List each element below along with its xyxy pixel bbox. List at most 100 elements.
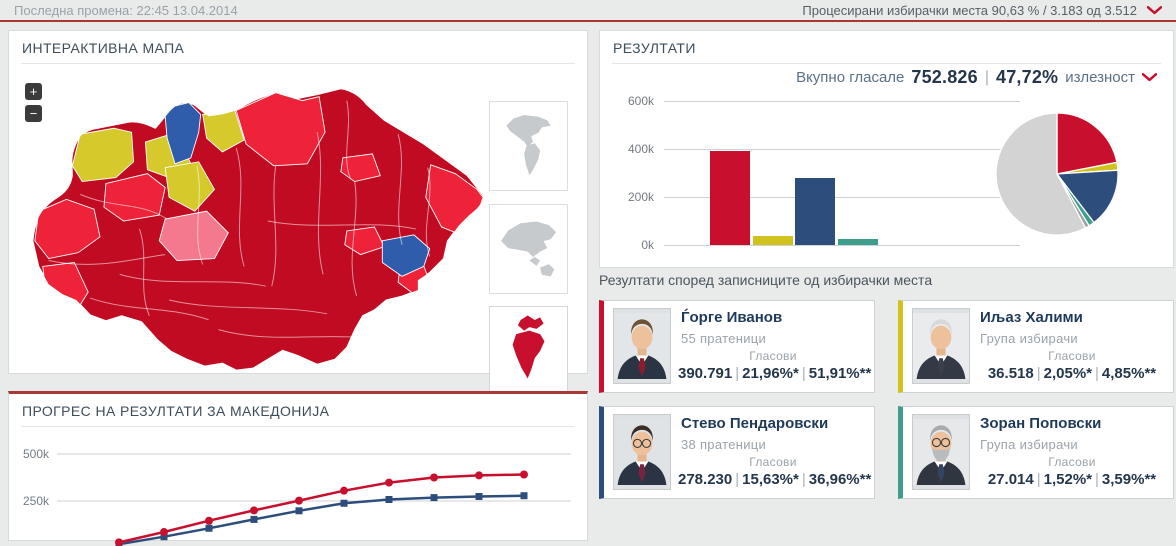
pie-slice-5[interactable] <box>995 112 1087 236</box>
votes-line: 390.791 | 21,96%* | 51,91%** <box>678 365 872 382</box>
processed-stations-text: Процесирани избирачки места 90,63 % / 3.… <box>802 2 1137 18</box>
topbar: Последна промена: 22:45 13.04.2014 Проце… <box>0 0 1176 22</box>
candidate-card-popovski[interactable]: Зоран Поповски Група избирачи Гласови 27… <box>898 406 1174 499</box>
votes-label: Гласови <box>1048 349 1096 363</box>
gridline <box>664 197 1020 198</box>
map-regions-bright-red[interactable] <box>34 92 483 309</box>
map-regions-blue[interactable] <box>164 102 431 277</box>
pie-slice-2[interactable] <box>1055 169 1119 224</box>
map-zoom-controls: + − <box>25 83 42 127</box>
data-point[interactable] <box>250 515 258 523</box>
votes-line: 36.518 | 2,05%* | 4,85%** <box>987 365 1157 382</box>
data-point[interactable] <box>295 507 303 515</box>
pie-slice-0[interactable] <box>1056 112 1118 175</box>
zoom-in-button[interactable]: + <box>25 83 42 100</box>
map-regions-yellow[interactable] <box>71 107 245 212</box>
turnout-pie-chart[interactable] <box>992 109 1122 239</box>
data-point[interactable] <box>475 492 483 500</box>
gridline <box>664 149 1020 150</box>
data-point[interactable] <box>160 528 168 537</box>
divider <box>612 63 1161 64</box>
gridline <box>664 101 1020 102</box>
thumbnail-americas[interactable] <box>489 101 568 191</box>
candidate-name: Зоран Поповски <box>980 415 1102 432</box>
results-panel: РЕЗУЛТАТИ Вкупно гласале 752.826 | 47,72… <box>599 30 1174 268</box>
data-point[interactable] <box>205 524 213 532</box>
asia-australia-icon <box>500 221 556 277</box>
candidate-group: Група избирачи <box>980 437 1078 452</box>
map-area: + − <box>9 61 587 396</box>
turnout-value: 47,72% <box>996 67 1059 87</box>
map-region-pink[interactable] <box>158 210 229 261</box>
candidate-card-halimi[interactable]: Иљаз Халими Група избирачи Гласови 36.51… <box>898 300 1174 393</box>
votes-label: Гласови <box>1048 455 1096 469</box>
data-point[interactable] <box>205 516 213 525</box>
y-tick-label: 200k <box>627 190 654 204</box>
results-panel-title: РЕЗУЛТАТИ <box>613 40 696 56</box>
total-votes-line: Вкупно гласале 752.826 | 47,72% излезнос… <box>796 67 1157 88</box>
separator: | <box>984 68 990 86</box>
y-tick-label: 400k <box>627 142 654 156</box>
total-votes-label: Вкупно гласале <box>796 69 905 86</box>
subsection-title: Резултати според записниците од избирачк… <box>599 272 933 288</box>
bar-2[interactable] <box>795 178 835 245</box>
total-votes-value: 752.826 <box>911 67 978 87</box>
macedonia-map[interactable] <box>19 71 487 377</box>
candidate-photo <box>613 308 671 384</box>
votes-label: Гласови <box>749 349 797 363</box>
votes-block: Гласови 390.791 | 21,96%* | 51,91%** <box>678 349 872 382</box>
candidate-card-ivanov[interactable]: Ѓорге Иванов 55 пратеници Гласови 390.79… <box>599 300 875 393</box>
votes-block: Гласови 27.014 | 1,52%* | 3,59%** <box>977 455 1167 488</box>
y-tick-label: 250k <box>23 494 50 508</box>
gridline <box>664 245 1020 246</box>
europe-africa-icon <box>512 315 545 379</box>
zoom-out-button[interactable]: − <box>25 105 42 122</box>
chevron-down-icon[interactable] <box>1147 5 1162 15</box>
y-tick-label: 600k <box>627 94 654 108</box>
data-point[interactable] <box>250 506 258 515</box>
data-point[interactable] <box>115 538 123 546</box>
votes-block: Гласови 36.518 | 2,05%* | 4,85%** <box>977 349 1167 382</box>
data-point[interactable] <box>385 495 393 503</box>
candidate-photo <box>912 414 970 490</box>
progress-line-chart[interactable]: 500k 250k <box>9 432 589 546</box>
data-point[interactable] <box>520 470 528 479</box>
candidate-group: 38 пратеници <box>681 437 767 452</box>
data-point[interactable] <box>430 494 438 502</box>
processed-stations[interactable]: Процесирани избирачки места 90,63 % / 3.… <box>802 3 1162 18</box>
progress-panel-title: ПРОГРЕС НА РЕЗУЛТАТИ ЗА МАКЕДОНИЈА <box>22 403 330 419</box>
data-point[interactable] <box>475 471 483 480</box>
interactive-map-panel: ИНТЕРАКТИВНА МАПА + − <box>8 30 588 396</box>
data-point[interactable] <box>340 486 348 495</box>
thumbnail-europe-africa[interactable] <box>489 306 568 396</box>
divider <box>21 426 575 427</box>
bar-0[interactable] <box>710 151 750 245</box>
thumbnail-asia-australia[interactable] <box>489 204 568 294</box>
y-tick-label: 500k <box>23 447 50 461</box>
candidate-name: Иљаз Халими <box>980 309 1083 326</box>
progress-panel: ПРОГРЕС НА РЕЗУЛТАТИ ЗА МАКЕДОНИЈА 500k 2… <box>8 391 588 546</box>
votes-block: Гласови 278.230 | 15,63%* | 36,96%** <box>678 455 871 488</box>
candidate-name: Ѓорге Иванов <box>681 309 783 326</box>
candidate-name: Стево Пендаровски <box>681 415 829 432</box>
series-line <box>118 473 525 544</box>
divider <box>21 63 575 64</box>
candidate-group: Група избирачи <box>980 331 1078 346</box>
data-point[interactable] <box>430 473 438 482</box>
candidate-card-pendarovski[interactable]: Стево Пендаровски 38 пратеници Гласови 2… <box>599 406 875 499</box>
data-point[interactable] <box>385 478 393 487</box>
map-panel-title: ИНТЕРАКТИВНА МАПА <box>22 40 185 56</box>
bar-1[interactable] <box>752 236 793 245</box>
turnout-label: излезност <box>1065 69 1135 86</box>
data-point[interactable] <box>340 499 348 507</box>
data-point[interactable] <box>295 496 303 505</box>
data-point[interactable] <box>520 492 528 500</box>
results-bar-chart[interactable]: 600k 400k 200k 0k <box>612 94 1024 252</box>
bar-3[interactable] <box>837 238 878 245</box>
chevron-down-icon[interactable] <box>1142 73 1157 82</box>
votes-line: 27.014 | 1,52%* | 3,59%** <box>987 471 1157 488</box>
last-change-text: Последна промена: 22:45 13.04.2014 <box>14 2 238 18</box>
candidate-group: 55 пратеници <box>681 331 767 346</box>
votes-label: Гласови <box>749 455 797 469</box>
